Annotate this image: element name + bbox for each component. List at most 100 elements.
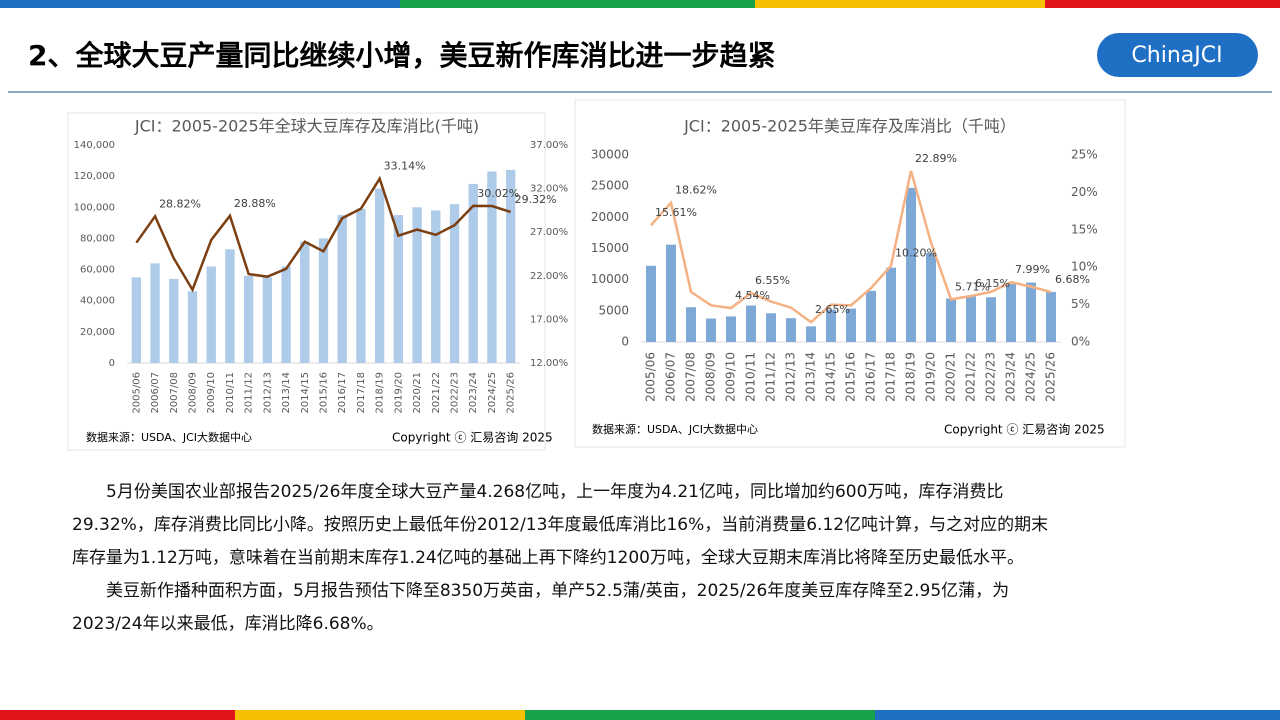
y2-tick-label: 10% [1071, 260, 1098, 274]
text-line: 5月份美国农业部报告2025/26年度全球大豆产量4.268亿吨，上一年度为4.… [106, 482, 1004, 502]
data-label: 4.54% [735, 289, 770, 302]
top-strip [755, 0, 1045, 8]
logo-badge [1097, 33, 1258, 77]
x-tick-label: 2022/23 [984, 352, 998, 402]
data-label: 6.55% [755, 274, 790, 287]
y-tick-label: 25000 [591, 179, 629, 193]
x-tick-label: 2018/19 [904, 352, 918, 402]
y2-tick-label: 17.00% [530, 314, 568, 325]
bar [131, 277, 142, 363]
y2-tick-label: 5% [1071, 297, 1090, 311]
x-tick-label: 2017/18 [356, 372, 367, 414]
data-label: 28.82% [159, 197, 201, 210]
bar [300, 241, 310, 363]
bar [686, 307, 696, 342]
bar [1006, 283, 1016, 342]
x-tick-label: 2020/21 [412, 372, 423, 414]
bar [262, 277, 273, 363]
y-tick-label: 15000 [591, 241, 629, 255]
bar [866, 290, 876, 342]
bar [926, 253, 936, 342]
x-tick-label: 2005/06 [644, 352, 658, 402]
bar [906, 187, 916, 342]
x-tick-label: 2012/13 [784, 352, 798, 402]
y-tick-label: 80,000 [80, 233, 115, 244]
y2-tick-label: 12.00% [530, 358, 568, 369]
bar [487, 171, 497, 363]
x-tick-label: 2006/07 [150, 372, 161, 414]
x-tick-label: 2019/20 [924, 352, 938, 402]
x-tick-label: 2013/14 [804, 352, 818, 402]
x-tick-label: 2023/24 [1004, 352, 1018, 402]
data-label: 6.15% [975, 277, 1010, 290]
bar [726, 316, 736, 342]
logo: ChinaJCI [1131, 43, 1222, 68]
text-line: 美豆新作播种面积方面，5月报告预估下降至8350万英亩，单产52.5蒲/英亩，2… [106, 581, 1010, 601]
y-tick-label: 100,000 [74, 202, 115, 213]
line [650, 170, 1052, 324]
x-tick-label: 2016/17 [864, 352, 878, 402]
bar [766, 313, 776, 342]
bottom-strip [235, 710, 525, 720]
x-tick-label: 2005/06 [131, 372, 142, 414]
bar [468, 183, 478, 363]
y2-tick-label: 0% [1071, 335, 1090, 349]
source-note: 数据来源：USDA、JCI大数据中心 [592, 422, 758, 436]
bar [826, 309, 836, 342]
data-label: 33.14% [384, 160, 426, 173]
x-tick-label: 2009/10 [206, 372, 217, 414]
x-tick-label: 2012/13 [262, 372, 273, 414]
bar [150, 263, 160, 363]
bar [412, 207, 422, 363]
y-tick-label: 30000 [591, 148, 629, 162]
x-tick-label: 2022/23 [450, 372, 461, 414]
text-line: 29.32%，库存消费比同比小降。按照历史上最低年份2012/13年度最低库消比… [72, 515, 1049, 535]
x-tick-label: 2011/12 [764, 352, 778, 402]
bar [666, 244, 676, 342]
bar [337, 215, 347, 363]
y-tick-label: 0 [109, 358, 115, 369]
bar [786, 318, 796, 342]
bar [1046, 291, 1056, 342]
bar [505, 169, 516, 363]
bar [243, 275, 254, 363]
x-tick-label: 2008/09 [188, 372, 199, 414]
bar [886, 267, 896, 342]
x-tick-label: 2015/16 [319, 372, 330, 414]
y-tick-label: 40,000 [80, 296, 115, 307]
data-label: 28.88% [234, 197, 276, 210]
top-strip [0, 0, 400, 8]
x-tick-label: 2021/22 [431, 372, 442, 414]
top-strip [1045, 0, 1280, 8]
bar [706, 318, 716, 342]
x-tick-label: 2024/25 [487, 372, 498, 414]
paragraph: 5月份美国农业部报告2025/26年度全球大豆产量4.268亿吨，上一年度为4.… [72, 476, 1192, 575]
copyright: Copyright ⓒ 汇易咨询 2025 [944, 422, 1105, 437]
x-tick-label: 2016/17 [337, 372, 348, 414]
bar [431, 210, 441, 363]
text-line: 2023/24年以来最低，库消比降6.68%。 [72, 614, 384, 634]
bar [169, 278, 179, 363]
bar [374, 188, 385, 363]
x-tick-label: 2007/08 [169, 372, 180, 414]
data-label: 22.89% [915, 152, 957, 165]
bar [318, 238, 329, 363]
x-tick-label: 2010/11 [225, 372, 236, 414]
data-label: 18.62% [675, 184, 717, 197]
y-tick-label: 5000 [598, 303, 629, 317]
y2-tick-label: 37.00% [530, 140, 568, 151]
data-label: 7.99% [1015, 263, 1050, 276]
y-tick-label: 0 [621, 335, 629, 349]
bar [187, 291, 198, 363]
bottom-strip [875, 710, 1280, 720]
data-label: 29.32% [515, 193, 557, 206]
slide-title: 2、全球大豆产量同比继续小增，美豆新作库消比进一步趋紧 [28, 39, 776, 72]
bar [646, 265, 656, 342]
bar [393, 215, 404, 363]
paragraph: 美豆新作播种面积方面，5月报告预估下降至8350万英亩，单产52.5蒲/英亩，2… [72, 575, 1192, 641]
y2-tick-label: 25% [1071, 148, 1098, 162]
bar [746, 305, 756, 342]
chart-title: JCI：2005-2025年美豆库存及库消比（千吨） [683, 117, 1016, 136]
